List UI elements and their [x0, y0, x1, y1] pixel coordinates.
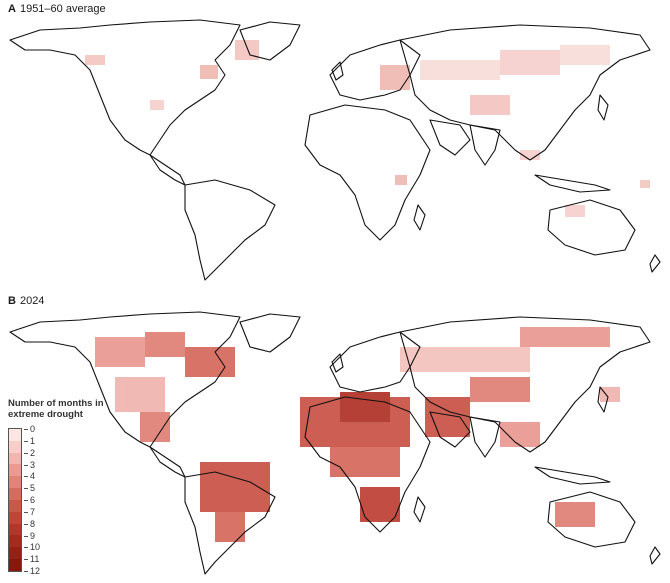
legend-tick-label: 5 [24, 484, 35, 493]
legend-tick-label: 10 [24, 543, 40, 552]
panel-b-label: B 2024 [8, 295, 44, 307]
world-map-a [9, 19, 661, 281]
legend-color-bar [8, 428, 22, 572]
legend-swatch [9, 440, 21, 453]
australia-outline-a [547, 199, 636, 256]
legend-tick-label: 2 [24, 448, 35, 458]
north-america-outline-b [9, 311, 241, 448]
drought-cells-b [95, 327, 620, 542]
arabia-outline-a [429, 119, 471, 156]
arabia-outline-b [429, 411, 471, 448]
greenland-outline-b [239, 313, 301, 353]
australia-outline-b [547, 491, 636, 548]
legend-title: Number of months in extreme drought [8, 398, 104, 420]
central-america-outline-b [149, 446, 186, 478]
legend-tick-label: 3 [24, 460, 35, 470]
land-outlines-b [9, 311, 661, 575]
legend-tick-label: 8 [24, 519, 35, 529]
legend-swatch [9, 511, 21, 524]
central-america-outline-a [149, 154, 186, 186]
legend-swatch [9, 452, 21, 465]
japan-outline-b [597, 386, 609, 413]
legend-tick-label: 1 [24, 436, 35, 446]
japan-outline-a [597, 94, 609, 121]
new-zealand-outline-a [649, 254, 661, 273]
india-outline-a [469, 124, 501, 166]
legend-swatch [9, 499, 21, 512]
legend-swatch [9, 535, 21, 548]
south-america-outline-b [184, 471, 276, 575]
legend-tick-label: 12 [24, 567, 40, 576]
legend-tick-label: 7 [24, 507, 35, 517]
panel-b: B 2024 [0, 292, 670, 583]
panel-a-letter: A [8, 3, 16, 15]
legend-swatch [9, 464, 21, 477]
legend-tick-label: 0 [24, 425, 35, 434]
legend-tick-label: 6 [24, 496, 35, 505]
africa-outline-b [304, 396, 431, 533]
south-america-outline-a [184, 179, 276, 281]
legend-tick-label: 4 [24, 472, 35, 481]
north-america-outline-a [9, 19, 241, 156]
asia-outline-a [399, 24, 651, 161]
panel-b-letter: B [8, 295, 16, 307]
madagascar-outline-a [413, 204, 426, 231]
africa-outline-a [304, 104, 431, 241]
legend-swatch [9, 488, 21, 500]
uk-outline-b [331, 353, 344, 373]
legend-ticks: 0 1 2 3 4 5 6 7 8 9 10 11 12 [24, 425, 64, 576]
indonesia-outline-a [534, 174, 611, 193]
land-outlines-a [9, 19, 661, 281]
legend-swatch [9, 547, 21, 560]
madagascar-outline-b [413, 496, 426, 523]
drought-cells-a [85, 40, 650, 217]
legend-swatch [9, 559, 21, 571]
legend-swatch [9, 523, 21, 536]
india-outline-b [469, 416, 501, 458]
legend-swatch [9, 476, 21, 489]
world-map-b [9, 311, 661, 575]
panel-b-title: 2024 [19, 295, 45, 307]
legend-swatch [9, 429, 21, 441]
new-zealand-outline-b [649, 546, 661, 565]
panel-a-title: 1951–60 average [19, 3, 106, 15]
greenland-outline-a [239, 21, 301, 61]
uk-outline-a [331, 61, 344, 81]
legend-tick-label: 11 [24, 555, 39, 564]
asia-outline-b [399, 316, 651, 453]
indonesia-outline-b [534, 466, 611, 485]
panel-a-label: A 1951–60 average [8, 3, 106, 15]
legend-tick-label: 9 [24, 531, 35, 541]
panel-a: A 1951–60 average [0, 0, 670, 290]
